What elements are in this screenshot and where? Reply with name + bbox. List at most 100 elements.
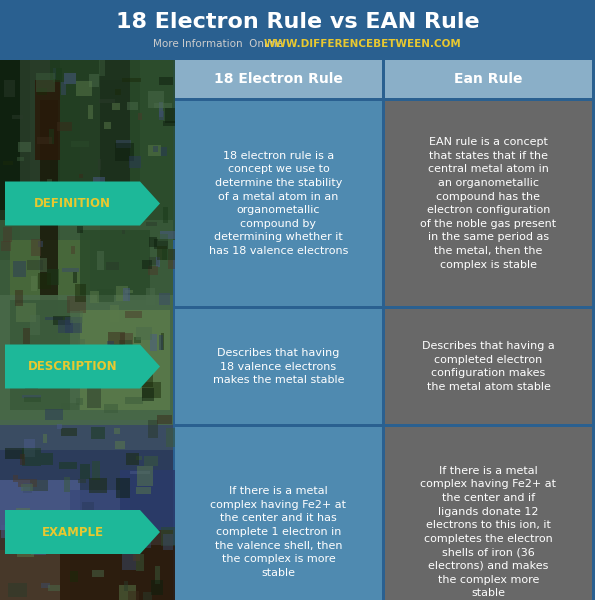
FancyBboxPatch shape xyxy=(35,80,60,160)
FancyBboxPatch shape xyxy=(71,542,82,545)
FancyBboxPatch shape xyxy=(122,79,142,82)
FancyBboxPatch shape xyxy=(14,290,23,306)
FancyBboxPatch shape xyxy=(36,73,55,92)
FancyBboxPatch shape xyxy=(98,251,104,271)
FancyBboxPatch shape xyxy=(70,571,79,582)
FancyBboxPatch shape xyxy=(67,202,83,217)
FancyBboxPatch shape xyxy=(10,300,70,410)
FancyBboxPatch shape xyxy=(161,527,177,545)
FancyBboxPatch shape xyxy=(115,143,134,161)
FancyBboxPatch shape xyxy=(130,60,175,240)
FancyBboxPatch shape xyxy=(68,370,73,381)
FancyBboxPatch shape xyxy=(146,289,155,305)
FancyBboxPatch shape xyxy=(80,80,140,220)
FancyBboxPatch shape xyxy=(107,341,114,359)
FancyBboxPatch shape xyxy=(109,305,120,322)
FancyBboxPatch shape xyxy=(49,128,54,145)
FancyBboxPatch shape xyxy=(153,146,158,152)
FancyBboxPatch shape xyxy=(8,583,27,598)
FancyBboxPatch shape xyxy=(385,101,592,306)
FancyBboxPatch shape xyxy=(93,177,105,184)
FancyBboxPatch shape xyxy=(3,161,13,164)
FancyBboxPatch shape xyxy=(99,60,105,76)
FancyBboxPatch shape xyxy=(87,388,101,407)
FancyBboxPatch shape xyxy=(385,60,592,98)
FancyBboxPatch shape xyxy=(155,566,160,584)
FancyBboxPatch shape xyxy=(136,455,142,460)
Text: If there is a metal
complex having Fe2+ at
the center and if
ligands donate 12
e: If there is a metal complex having Fe2+ … xyxy=(421,466,556,598)
Polygon shape xyxy=(5,181,160,226)
FancyBboxPatch shape xyxy=(40,100,58,340)
FancyBboxPatch shape xyxy=(1,241,11,251)
FancyBboxPatch shape xyxy=(73,350,80,366)
FancyBboxPatch shape xyxy=(61,428,77,436)
FancyBboxPatch shape xyxy=(148,266,158,275)
FancyBboxPatch shape xyxy=(16,304,36,322)
FancyBboxPatch shape xyxy=(159,230,178,239)
FancyBboxPatch shape xyxy=(385,309,592,424)
FancyBboxPatch shape xyxy=(0,450,173,600)
FancyBboxPatch shape xyxy=(0,530,173,600)
FancyBboxPatch shape xyxy=(124,370,133,379)
FancyBboxPatch shape xyxy=(57,424,62,430)
FancyBboxPatch shape xyxy=(18,142,31,152)
FancyBboxPatch shape xyxy=(104,404,118,413)
FancyBboxPatch shape xyxy=(39,520,57,532)
FancyBboxPatch shape xyxy=(125,217,133,222)
FancyBboxPatch shape xyxy=(0,295,173,425)
FancyBboxPatch shape xyxy=(136,373,153,387)
FancyBboxPatch shape xyxy=(24,439,35,457)
FancyBboxPatch shape xyxy=(79,173,83,178)
Polygon shape xyxy=(5,510,160,554)
FancyBboxPatch shape xyxy=(77,226,83,233)
FancyBboxPatch shape xyxy=(0,60,30,210)
FancyBboxPatch shape xyxy=(71,246,75,254)
FancyBboxPatch shape xyxy=(62,268,80,272)
FancyBboxPatch shape xyxy=(78,479,86,483)
FancyBboxPatch shape xyxy=(27,260,43,270)
FancyBboxPatch shape xyxy=(0,420,173,600)
FancyBboxPatch shape xyxy=(114,441,125,449)
Polygon shape xyxy=(5,344,160,389)
Text: EXAMPLE: EXAMPLE xyxy=(42,526,104,539)
FancyBboxPatch shape xyxy=(23,482,32,493)
FancyBboxPatch shape xyxy=(5,448,24,460)
FancyBboxPatch shape xyxy=(58,320,73,334)
FancyBboxPatch shape xyxy=(13,475,18,482)
FancyBboxPatch shape xyxy=(64,199,74,217)
FancyBboxPatch shape xyxy=(156,257,161,268)
FancyBboxPatch shape xyxy=(23,204,39,211)
FancyBboxPatch shape xyxy=(61,403,79,410)
FancyBboxPatch shape xyxy=(106,262,119,269)
FancyBboxPatch shape xyxy=(385,427,592,600)
FancyBboxPatch shape xyxy=(30,316,40,335)
FancyBboxPatch shape xyxy=(70,490,130,600)
FancyBboxPatch shape xyxy=(148,145,161,155)
FancyBboxPatch shape xyxy=(161,333,164,350)
FancyBboxPatch shape xyxy=(112,103,120,110)
FancyBboxPatch shape xyxy=(157,415,172,424)
FancyBboxPatch shape xyxy=(17,551,34,557)
FancyBboxPatch shape xyxy=(126,453,139,465)
FancyBboxPatch shape xyxy=(137,466,153,486)
FancyBboxPatch shape xyxy=(21,484,33,491)
FancyBboxPatch shape xyxy=(24,397,40,402)
FancyBboxPatch shape xyxy=(129,157,140,167)
FancyBboxPatch shape xyxy=(136,327,152,340)
FancyBboxPatch shape xyxy=(123,288,130,301)
FancyBboxPatch shape xyxy=(127,101,139,110)
FancyBboxPatch shape xyxy=(148,91,164,109)
FancyBboxPatch shape xyxy=(64,477,70,492)
FancyBboxPatch shape xyxy=(166,428,180,446)
FancyBboxPatch shape xyxy=(119,585,136,600)
FancyBboxPatch shape xyxy=(67,296,86,313)
FancyBboxPatch shape xyxy=(76,81,92,96)
FancyBboxPatch shape xyxy=(1,525,6,538)
FancyBboxPatch shape xyxy=(137,113,142,119)
FancyBboxPatch shape xyxy=(35,185,46,190)
FancyBboxPatch shape xyxy=(0,220,173,300)
FancyBboxPatch shape xyxy=(151,580,163,595)
FancyBboxPatch shape xyxy=(83,187,102,197)
FancyBboxPatch shape xyxy=(80,310,170,410)
FancyBboxPatch shape xyxy=(80,464,90,479)
